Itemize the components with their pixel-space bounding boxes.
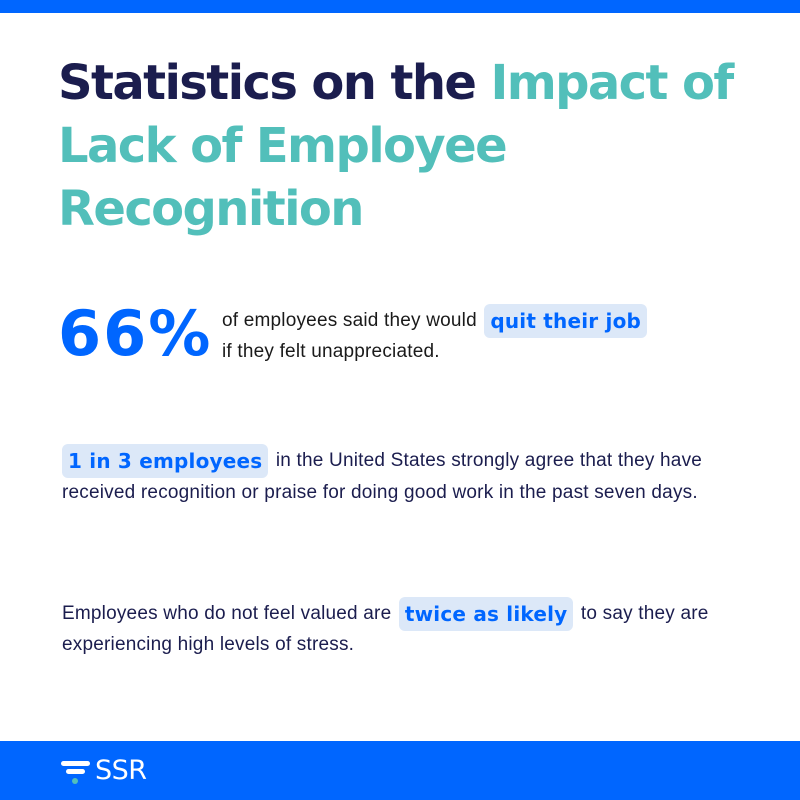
stat-highlight: quit their job bbox=[484, 304, 648, 338]
page-title: Statistics on the Impact of Lack of Empl… bbox=[58, 52, 738, 241]
stat-text-after: if they felt unappreciated. bbox=[222, 341, 440, 362]
stat-description: Employees who do not feel valued are twi… bbox=[62, 597, 742, 659]
filter-lines-icon bbox=[60, 757, 92, 785]
stat-description: of employees said they would quit their … bbox=[222, 304, 722, 366]
stat-stress: Employees who do not feel valued are twi… bbox=[62, 597, 742, 659]
title-dark-part: Statistics on the bbox=[58, 55, 491, 111]
stat-text-before: of employees said they would bbox=[222, 310, 477, 332]
stat-big-number: 66% bbox=[58, 297, 213, 370]
stat-description: 1 in 3 employees in the United States st… bbox=[62, 444, 742, 508]
stat-highlight: twice as likely bbox=[398, 597, 574, 631]
stat-recognition: 1 in 3 employees in the United States st… bbox=[62, 444, 742, 508]
stat-text-after: to say they are experiencing high levels… bbox=[62, 603, 709, 655]
stat-highlight: 1 in 3 employees bbox=[62, 444, 269, 478]
top-accent-bar bbox=[0, 0, 800, 13]
stat-text-after: in the United States strongly agree that… bbox=[62, 450, 703, 503]
stat-text-before: Employees who do not feel valued are bbox=[62, 603, 392, 625]
logo-text: SSR bbox=[95, 755, 147, 786]
footer-bar: SSR bbox=[0, 741, 800, 800]
title-accent-part: Impact of Lack of Employee Recognition bbox=[58, 55, 734, 237]
ssr-logo[interactable]: SSR bbox=[60, 756, 147, 786]
